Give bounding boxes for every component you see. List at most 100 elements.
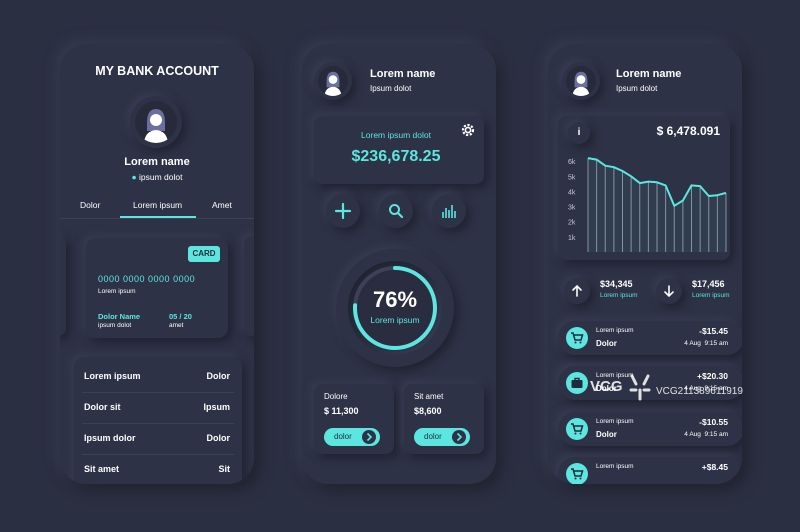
summary-card-title: Sit amet bbox=[414, 392, 444, 401]
balance-area-chart: 6k 5k 4k 3k 2k 1k bbox=[568, 157, 727, 252]
transaction-amount: +$8.45 bbox=[701, 462, 728, 472]
account-details-list: Lorem ipsum Dolor Dolor sit Ipsum Ipsum … bbox=[74, 357, 242, 484]
income-button[interactable] bbox=[564, 278, 590, 304]
plus-icon bbox=[334, 202, 352, 220]
user-avatar-icon bbox=[324, 71, 342, 96]
chevron-right-icon bbox=[362, 430, 376, 444]
arrow-down-icon bbox=[664, 285, 674, 298]
transaction-title: Lorem ipsum bbox=[596, 372, 634, 379]
card-next-peek[interactable] bbox=[244, 236, 254, 336]
list-item-value: Dolor bbox=[206, 371, 231, 381]
button-label: dolor bbox=[424, 432, 442, 441]
transaction-date: 4 Aug 9:15 am bbox=[684, 340, 728, 347]
balance-card: Lorem ipsum dolot $236,678.25 bbox=[314, 116, 484, 184]
tabs-divider bbox=[60, 218, 254, 219]
transaction-amount: +$20.30 bbox=[697, 371, 728, 381]
avatar[interactable] bbox=[314, 62, 352, 100]
y-tick-label: 2k bbox=[568, 220, 576, 227]
progress-ring: 76% Lorem ipsum bbox=[336, 249, 454, 367]
page-title: MY BANK ACCOUNT bbox=[95, 64, 219, 78]
watermark-mark-icon bbox=[629, 374, 651, 401]
dolor-button[interactable]: dolor bbox=[324, 428, 380, 446]
transaction-amount: -$10.55 bbox=[699, 417, 728, 427]
summary-card-amount: $ 11,300 bbox=[324, 406, 359, 416]
location-text: ipsum dolot bbox=[139, 172, 183, 182]
summary-card: Sit amet $8,600 dolor bbox=[404, 384, 484, 454]
transaction-item[interactable]: Lorem ipsum Dolor -$15.45 4 Aug 9:15 am bbox=[558, 321, 742, 355]
stats-button[interactable] bbox=[432, 194, 466, 228]
transaction-title: Lorem ipsum bbox=[596, 463, 634, 470]
transaction-item[interactable]: Lorem ipsum Dolor -$10.55 4 Aug 9:15 am bbox=[558, 412, 742, 446]
transaction-name: Dolor bbox=[596, 339, 617, 348]
transaction-amount: -$15.45 bbox=[699, 326, 728, 336]
row-divider bbox=[82, 454, 234, 455]
gear-icon[interactable] bbox=[460, 122, 476, 138]
balance-chart-card: i $ 6,478.091 6k 5k 4k 3k 2k 1k bbox=[558, 116, 730, 260]
list-item-value: Ipsum bbox=[203, 402, 230, 412]
card-holder-value: ipsum dolot bbox=[98, 322, 132, 329]
chart-total: $ 6,478.091 bbox=[656, 124, 720, 138]
list-item-label: Dolor sit bbox=[84, 402, 121, 412]
balance-label: Lorem ipsum dolot bbox=[361, 130, 431, 140]
transaction-date: 4 Aug 9:15 am bbox=[684, 431, 728, 438]
row-divider bbox=[82, 392, 234, 393]
progress-arc bbox=[353, 266, 437, 350]
list-item-value: Dolor bbox=[206, 433, 231, 443]
income-caption: Lorem ipsum bbox=[600, 292, 638, 299]
row-divider bbox=[82, 423, 234, 424]
card-expiry-label: 05 / 20 bbox=[169, 312, 192, 321]
dashboard-screen: Lorem name Ipsum dolot Lorem ipsum dolot… bbox=[302, 44, 496, 484]
balance-value: $236,678.25 bbox=[351, 148, 441, 165]
search-icon bbox=[389, 204, 404, 219]
bar-chart-icon bbox=[442, 205, 456, 218]
bank-account-screen: MY BANK ACCOUNT Lorem name ● ipsum dolot… bbox=[60, 44, 254, 484]
y-tick-label: 1k bbox=[568, 235, 576, 242]
progress-caption: Lorem ipsum bbox=[370, 315, 420, 325]
transaction-date: 4 Aug 9:15 am bbox=[684, 385, 728, 392]
dolor-button[interactable]: dolor bbox=[414, 428, 470, 446]
income-amount: $34,345 bbox=[600, 279, 633, 289]
add-button[interactable] bbox=[326, 194, 360, 228]
bank-card[interactable]: CARD 0000 0000 0000 0000 Lorem ipsum Dol… bbox=[86, 238, 228, 338]
chevron-right-icon bbox=[452, 430, 466, 444]
watermark-logo: VCG bbox=[590, 378, 623, 395]
tab-amet[interactable]: Amet bbox=[212, 200, 232, 210]
expense-caption: Lorem ipsum bbox=[692, 292, 730, 299]
arrow-up-icon bbox=[572, 284, 582, 297]
info-icon[interactable]: i bbox=[568, 122, 590, 144]
tab-lorem-ipsum[interactable]: Lorem ipsum bbox=[133, 200, 183, 210]
cart-icon bbox=[566, 463, 588, 484]
search-button[interactable] bbox=[379, 194, 413, 228]
transaction-title: Lorem ipsum bbox=[596, 418, 634, 425]
card-number: 0000 0000 0000 0000 bbox=[98, 274, 196, 284]
transaction-item[interactable]: Lorem ipsum +$8.45 bbox=[558, 457, 742, 484]
y-tick-label: 6k bbox=[568, 159, 576, 166]
watermark: VCG VCG211389611919 bbox=[590, 372, 790, 412]
progress-value: 76% bbox=[372, 287, 418, 312]
user-avatar-icon bbox=[572, 71, 590, 96]
user-name: Lorem name bbox=[616, 68, 682, 80]
transaction-item[interactable]: Lorem ipsum Dolor +$20.30 4 Aug 9:15 am bbox=[558, 366, 742, 400]
cart-icon bbox=[566, 418, 588, 440]
expense-button[interactable] bbox=[656, 278, 682, 304]
watermark-id: VCG211389611919 bbox=[656, 386, 743, 397]
button-label: dolor bbox=[334, 432, 352, 441]
list-item-value: Sit bbox=[218, 464, 230, 474]
user-name: Lorem name bbox=[124, 156, 190, 168]
y-tick-label: 3k bbox=[568, 205, 576, 212]
transaction-title: Lorem ipsum bbox=[596, 327, 634, 334]
analytics-screen: Lorem name Ipsum dolot i $ 6,478.091 6k 5… bbox=[548, 44, 742, 484]
transaction-name: Dolor bbox=[596, 384, 617, 393]
briefcase-icon bbox=[566, 372, 588, 394]
list-item-label: Sit amet bbox=[84, 464, 120, 474]
expense-amount: $17,456 bbox=[692, 279, 725, 289]
avatar[interactable] bbox=[562, 62, 600, 100]
tab-dolor[interactable]: Dolor bbox=[80, 200, 101, 210]
user-name: Lorem name bbox=[370, 68, 436, 80]
list-item-label: Ipsum dolor bbox=[84, 433, 136, 443]
avatar[interactable] bbox=[130, 96, 182, 148]
card-number-caption: Lorem ipsum bbox=[98, 288, 136, 295]
card-badge: CARD bbox=[188, 246, 220, 262]
card-holder-label: Dolor Name bbox=[98, 312, 141, 321]
card-prev-peek[interactable] bbox=[60, 236, 66, 336]
